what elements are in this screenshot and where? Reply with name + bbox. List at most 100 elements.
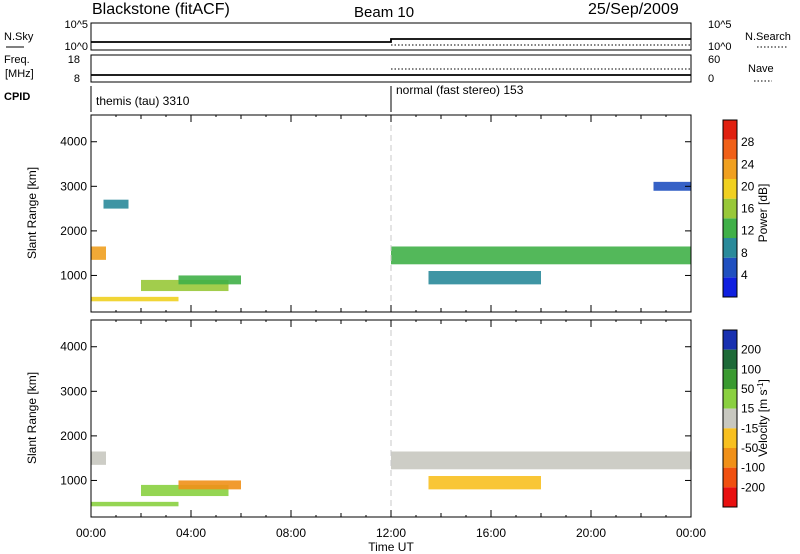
power-colorbar-tick: 4 [741, 268, 748, 282]
power-echo-band [178, 275, 241, 285]
velocity-colorbar-swatch [723, 467, 737, 488]
time-tick-label: 00:00 [76, 526, 106, 540]
nsearch-label: N.Search [745, 31, 791, 43]
velocity-colorbar-frame [722, 329, 738, 508]
velocity-ytick-label: 2000 [60, 429, 87, 443]
velocity-echo-band [141, 484, 229, 497]
velocity-colorbar-label: Velocity [m s-1] [756, 379, 771, 457]
power-colorbar-tick: 24 [741, 157, 755, 171]
station-title: Blackstone (fitACF) [92, 1, 230, 18]
power-echo-band [391, 246, 691, 265]
nsky-label: N.Sky [4, 31, 34, 43]
time-tick-label: 12:00 [376, 526, 406, 540]
velocity-x-axis [90, 320, 692, 517]
freq-tick-top: 18 [68, 54, 80, 66]
power-colorbar-swatch [723, 218, 737, 238]
velocity-colorbar-swatch [723, 369, 737, 389]
velocity-colorbar-tick: 100 [741, 362, 761, 376]
time-tick-label: 20:00 [576, 526, 606, 540]
freq-tick-bottom: 8 [74, 73, 80, 85]
power-ytick-label: 3000 [60, 179, 87, 193]
velocity-ytick-label: 1000 [60, 473, 87, 487]
velocity-y-axis-label: Slant Range [km] [25, 372, 39, 464]
velocity-colorbar-swatch [723, 408, 737, 429]
velocity-colorbar-tick: 200 [741, 343, 761, 357]
nsky-frame [90, 22, 692, 51]
cpid-mode-2: normal (fast stereo) 153 [396, 83, 524, 97]
time-tick-label: 00:00 [676, 526, 706, 540]
velocity-echo-layer [91, 451, 691, 507]
power-colorbar-swatch [723, 179, 737, 199]
velocity-colorbar-swatch [723, 448, 737, 468]
freq-unit: [MHz] [5, 68, 34, 80]
nsearch-tick-top: 10^5 [708, 19, 732, 31]
velocity-y-axis: 1000 2000 3000 4000 [60, 340, 691, 487]
power-y-axis: 1000 2000 3000 4000 [60, 135, 691, 282]
power-colorbar-swatch [723, 238, 737, 258]
power-colorbar-tick: 28 [741, 135, 755, 149]
power-colorbar-tick: 12 [741, 224, 755, 238]
velocity-colorbar-swatch [723, 487, 737, 507]
velocity-echo-band [91, 501, 179, 507]
time-tick-label: 16:00 [476, 526, 506, 540]
power-echo-layer [91, 181, 691, 302]
power-colorbar-swatch [723, 198, 737, 219]
time-tick-label: 04:00 [176, 526, 206, 540]
nave-label: Nave [748, 63, 774, 75]
cpid-mode-1: themis (tau) 3310 [96, 94, 190, 108]
beam-label: Beam 10 [354, 4, 414, 21]
velocity-colorbar-swatch [723, 428, 737, 448]
velocity-colorbar-tick: -100 [741, 461, 765, 475]
x-axis-label: Time UT [368, 540, 414, 554]
velocity-colorbar-tick: 15 [741, 402, 755, 416]
velocity-heatmap-panel: 1000 2000 3000 4000 Slant Range [km] 200 100… [25, 319, 771, 518]
freq-frame [90, 54, 692, 83]
cpid-label: CPID [4, 91, 30, 103]
power-echo-band [141, 279, 229, 292]
power-echo-band [653, 181, 691, 191]
power-colorbar-swatch [723, 139, 737, 160]
power-colorbar-swatch [723, 120, 737, 140]
velocity-echo-band [391, 451, 691, 470]
velocity-colorbar-label-main: Velocity [m s [756, 390, 770, 457]
velocity-ytick-label: 3000 [60, 384, 87, 398]
velocity-echo-band [91, 451, 106, 465]
date-label: 25/Sep/2009 [588, 1, 679, 18]
velocity-colorbar-swatch [723, 389, 737, 409]
nsky-tick-bottom: 10^0 [64, 41, 88, 53]
power-echo-band [103, 199, 129, 209]
power-x-axis [90, 115, 692, 312]
velocity-colorbar-label-exponent: -1 [756, 382, 765, 390]
power-echo-band [428, 270, 541, 285]
power-colorbar-swatch [723, 159, 737, 179]
nave-tick-bottom: 0 [708, 73, 714, 85]
velocity-echo-band [178, 480, 241, 490]
power-colorbar-swatch [723, 277, 737, 297]
time-tick-label: 08:00 [276, 526, 306, 540]
velocity-ytick-label: 4000 [60, 340, 87, 354]
power-colorbar: 4 8 12 16 20 24 28 [722, 119, 755, 298]
power-echo-band [91, 296, 179, 302]
power-colorbar-swatch [723, 257, 737, 278]
nsky-tick-top: 10^5 [64, 19, 88, 31]
velocity-echo-band [428, 475, 541, 490]
nsky-trace [91, 38, 691, 43]
power-echo-band [91, 246, 106, 260]
power-ytick-label: 2000 [60, 224, 87, 238]
velocity-colorbar: 200 100 50 15 -15 -50 -100 -200 [722, 329, 765, 508]
velocity-colorbar-swatch [723, 349, 737, 370]
power-ytick-label: 1000 [60, 268, 87, 282]
time-tick-labels: 00:00 04:00 08:00 12:00 16:00 20:00 00:00 [76, 526, 706, 540]
freq-label: Freq. [4, 54, 30, 66]
power-ytick-label: 4000 [60, 135, 87, 149]
power-colorbar-tick: 16 [741, 202, 755, 216]
power-y-axis-label: Slant Range [km] [25, 167, 39, 259]
nsearch-tick-bottom: 10^0 [708, 41, 732, 53]
freq-panel: Freq. [MHz] 18 8 60 0 Nave [4, 54, 774, 85]
velocity-colorbar-tick: -15 [741, 421, 759, 435]
cpid-panel: CPID themis (tau) 3310 normal (fast ster… [4, 83, 524, 112]
power-colorbar-label: Power [dB] [756, 184, 770, 243]
velocity-colorbar-label-close: ] [756, 379, 770, 382]
nsky-panel: N.Sky 10^5 10^0 10^5 10^0 N.Search [4, 19, 791, 53]
